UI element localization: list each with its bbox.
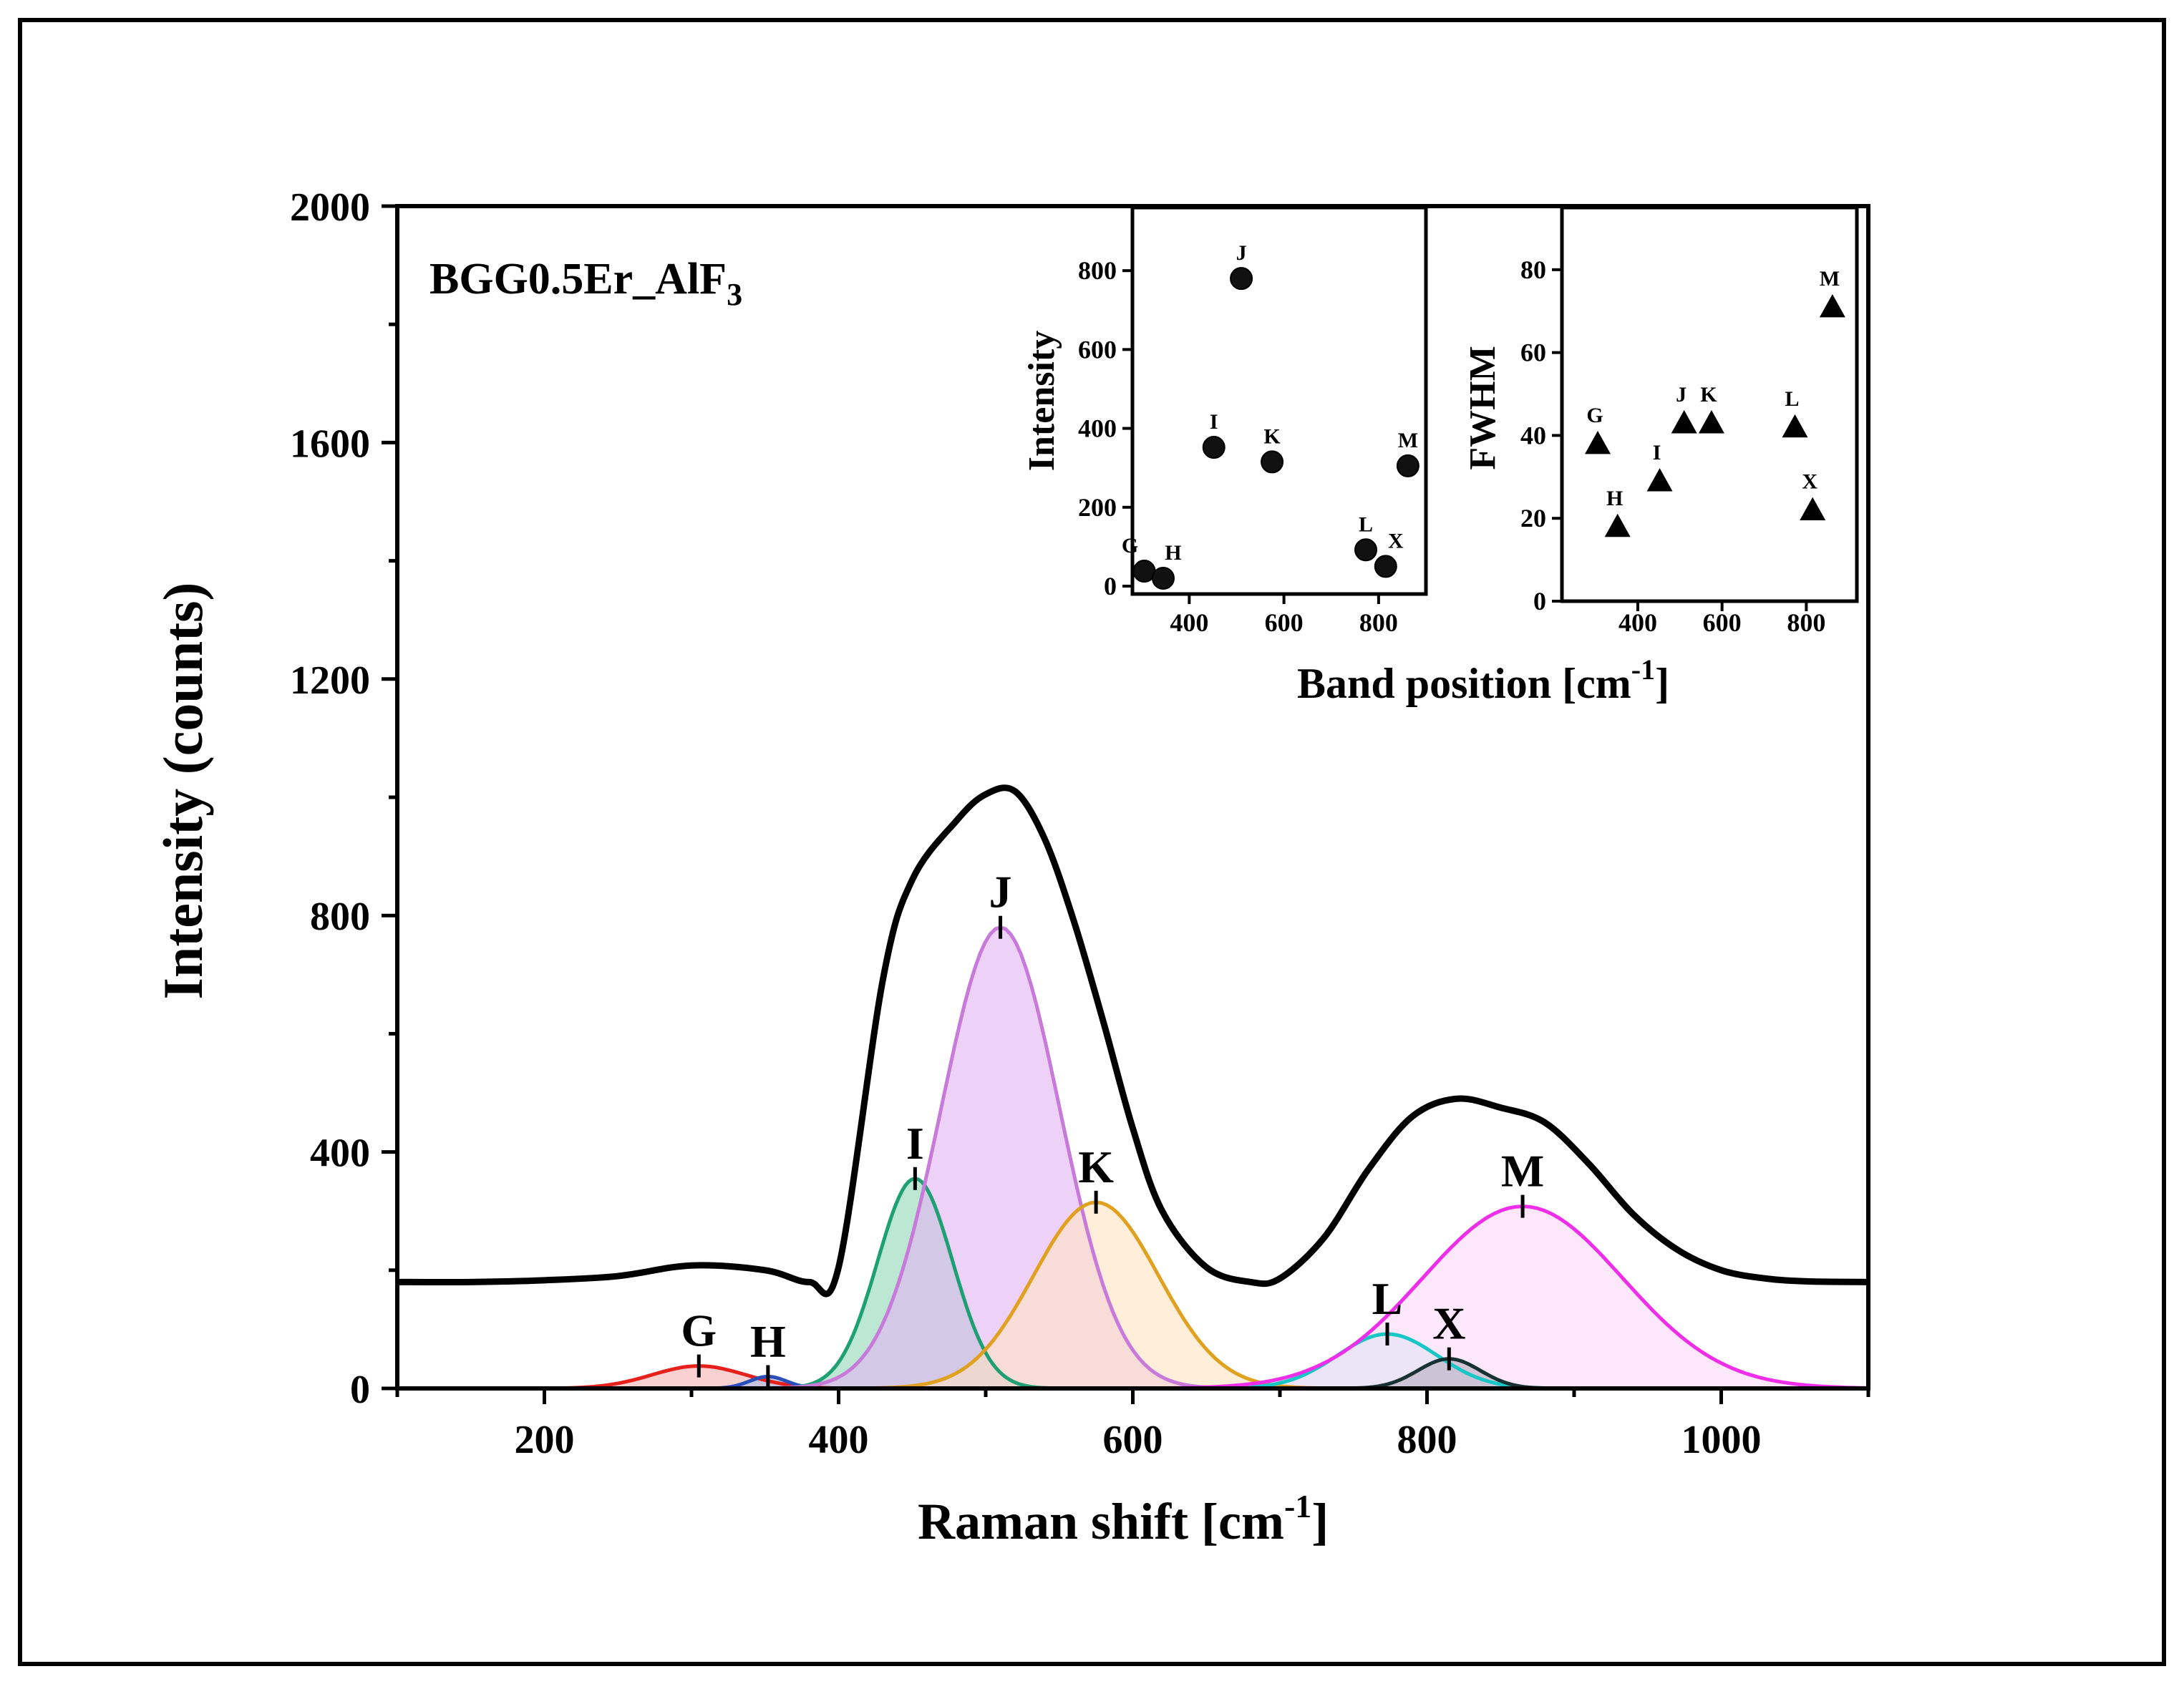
intensity-point-label-j: J <box>1236 241 1247 265</box>
intensity-point-m <box>1396 454 1419 477</box>
inset-fwhm-x-tick-label: 400 <box>1618 608 1657 637</box>
inset-intensity-axes: 400 600 800 0 200 400 600 800 <box>1078 205 1428 637</box>
fwhm-point-g <box>1585 431 1611 454</box>
intensity-point-label-k: K <box>1263 424 1281 448</box>
main-x-tick-label: 200 <box>515 1418 575 1462</box>
intensity-point-label-i: I <box>1210 410 1218 434</box>
inset-fwhm-y-tick-label: 60 <box>1520 339 1546 367</box>
inset-fwhm-x-tick-label: 600 <box>1703 608 1742 637</box>
intensity-point-x <box>1374 555 1397 578</box>
fwhm-point-x <box>1800 497 1826 521</box>
fwhm-point-j <box>1671 410 1697 434</box>
inset-intensity-y-tick-label: 600 <box>1078 335 1117 364</box>
inset-fwhm-axes: 400 600 800 0 20 40 60 80 <box>1520 205 1859 637</box>
measured-spectrum-line <box>397 784 1869 1298</box>
inset-fwhm-frame <box>1560 205 1859 603</box>
intensity-point-j <box>1230 267 1253 291</box>
main-x-tick-label: 1000 <box>1681 1418 1762 1462</box>
inset-fwhm-y-tick-label: 0 <box>1533 587 1546 615</box>
main-x-tick-label: 400 <box>809 1418 869 1462</box>
intensity-point-label-h: H <box>1165 541 1181 565</box>
inset-intensity-frame <box>1130 205 1428 596</box>
band-fill-m <box>1004 1206 1868 1388</box>
inset-fwhm-x-tick-label: 800 <box>1787 608 1825 637</box>
inset-intensity-y-tick-label: 200 <box>1078 493 1117 522</box>
main-y-tick-label: 400 <box>310 1131 370 1176</box>
band-fill-k <box>772 1202 1420 1388</box>
band-label-x: X <box>1432 1298 1465 1349</box>
intensity-point-h <box>1151 566 1175 590</box>
fwhm-point-h <box>1604 513 1631 537</box>
band-label-l: L <box>1372 1273 1403 1324</box>
main-x-tick-label: 600 <box>1103 1418 1163 1462</box>
fwhm-point-label-h: H <box>1606 487 1623 510</box>
inset-intensity-y-tick-label: 400 <box>1078 414 1117 443</box>
inset-intensity-background <box>1132 208 1426 594</box>
inset-x-axis-label: Band position [cm-1] <box>1297 653 1669 707</box>
main-y-tick-label: 0 <box>350 1368 370 1412</box>
fwhm-point-m <box>1819 293 1845 318</box>
intensity-point-label-x: X <box>1388 529 1404 553</box>
inset-intensity-plot: G H I J K LX M 400 600 800 0 200 400 600 800 Intensit… <box>1021 205 1428 637</box>
intensity-point-k <box>1261 450 1284 474</box>
inset-intensity-y-tick-label: 800 <box>1078 256 1117 285</box>
main-y-tick-label: 1200 <box>290 658 370 703</box>
main-y-tick-label: 800 <box>310 895 370 939</box>
inset-intensity-y-label: Intensity <box>1021 331 1062 471</box>
fwhm-point-label-k: K <box>1700 383 1717 407</box>
inset-intensity-points: G H I J K LX M <box>1122 241 1419 590</box>
band-label-j: J <box>989 867 1012 918</box>
inset-intensity-x-tick-label: 800 <box>1359 608 1398 637</box>
band-label-k: K <box>1078 1142 1114 1192</box>
fwhm-point-label-j: J <box>1676 383 1686 407</box>
fwhm-point-label-m: M <box>1820 267 1840 291</box>
fwhm-point-l <box>1782 414 1808 438</box>
intensity-point-label-g: G <box>1122 534 1138 558</box>
inset-fwhm-y-tick-label: 40 <box>1520 421 1546 449</box>
inset-fwhm-y-label: FWHM <box>1462 346 1503 469</box>
sample-title: BGG0.5Er_AlF3 <box>429 255 742 312</box>
fwhm-point-label-g: G <box>1586 404 1603 427</box>
band-label-h: H <box>750 1315 786 1366</box>
fwhm-point-k <box>1698 410 1724 434</box>
inset-fwhm-points: G H I J K L X M <box>1585 267 1845 537</box>
inset-intensity-x-tick-label: 600 <box>1265 608 1304 637</box>
band-fill-j <box>693 927 1309 1388</box>
inset-fwhm-y-tick-label: 80 <box>1520 255 1546 284</box>
main-y-tick-label: 2000 <box>290 185 370 230</box>
inset-intensity-y-tick-label: 0 <box>1104 572 1117 600</box>
intensity-point-i <box>1202 436 1226 459</box>
intensity-point-label-m: M <box>1398 429 1418 452</box>
fwhm-point-label-i: I <box>1653 441 1661 464</box>
intensity-point-l <box>1354 538 1378 562</box>
intensity-point-label-l: L <box>1359 512 1373 536</box>
main-x-tick-label: 800 <box>1397 1418 1457 1462</box>
main-y-tick-label: 1600 <box>290 422 370 466</box>
inset-fwhm-y-tick-label: 20 <box>1520 504 1546 532</box>
fwhm-point-label-x: X <box>1802 470 1817 494</box>
main-x-axis-label: Raman shift [cm-1] <box>918 1488 1329 1550</box>
band-labels: G H I J K L X M <box>681 867 1544 1388</box>
inset-fwhm-plot: G H I J K L X M 400 600 800 0 20 40 60 80 FWHM <box>1462 205 1859 637</box>
band-label-i: I <box>906 1118 924 1169</box>
fwhm-point-i <box>1646 468 1673 492</box>
band-label-m: M <box>1501 1146 1544 1197</box>
band-label-g: G <box>681 1305 717 1356</box>
main-y-axis-label: Intensity (counts) <box>152 583 214 1000</box>
fwhm-point-label-l: L <box>1785 387 1799 411</box>
inset-intensity-x-tick-label: 400 <box>1170 608 1208 637</box>
